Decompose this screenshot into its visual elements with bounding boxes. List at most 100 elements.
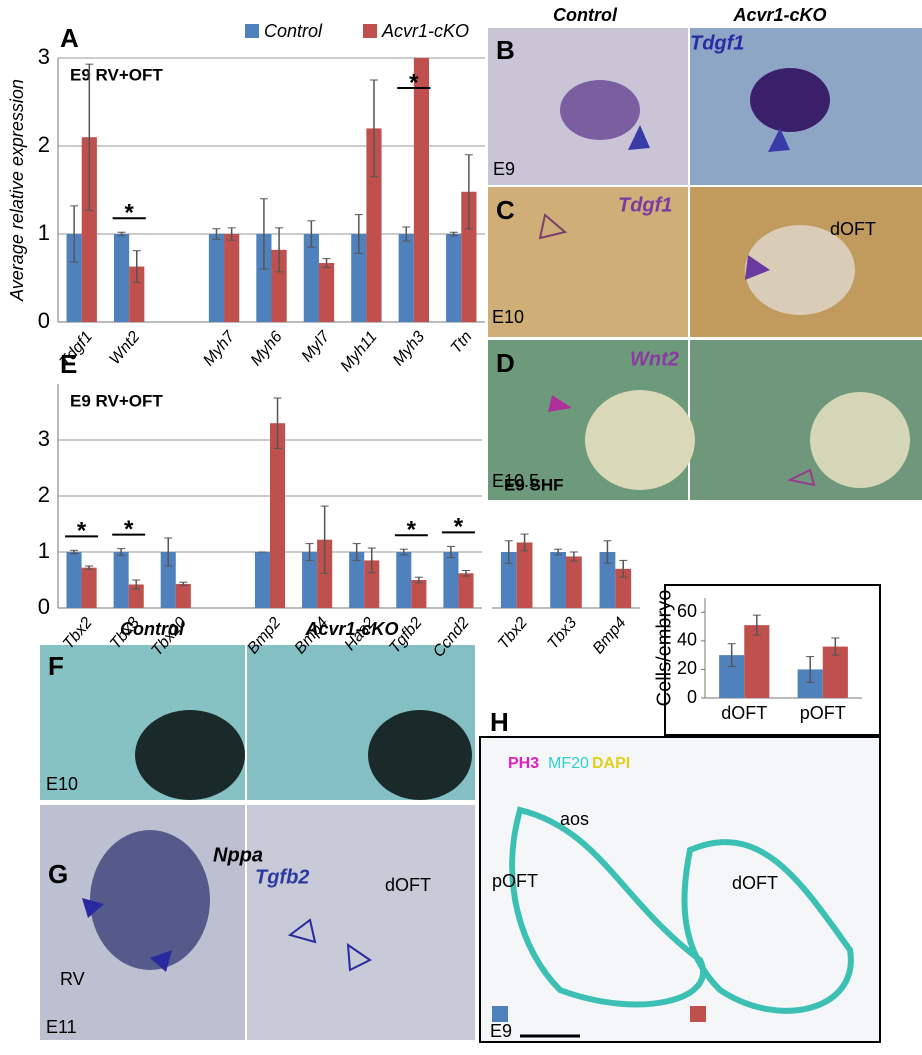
arrowhead xyxy=(768,128,790,152)
x-tick-label: Myh11 xyxy=(338,328,381,375)
tissue-outline xyxy=(509,806,706,1008)
y-tick-label: 3 xyxy=(38,44,50,69)
tag-label: aos xyxy=(560,809,589,829)
y-tick-label: 3 xyxy=(38,426,50,451)
bar xyxy=(66,552,82,608)
x-tick-label: dOFT xyxy=(721,703,767,723)
legend-label: Control xyxy=(264,21,323,41)
column-header: Acvr1-cKO xyxy=(304,619,398,639)
x-tick-label: Bmp4 xyxy=(590,614,630,657)
stain xyxy=(368,710,472,800)
tag-label: dOFT xyxy=(732,873,778,893)
bar xyxy=(128,584,144,608)
bar xyxy=(303,234,319,322)
legend-swatch xyxy=(245,24,259,38)
significance-star: * xyxy=(77,518,87,545)
bar xyxy=(256,234,272,322)
bar xyxy=(458,573,474,608)
image-h xyxy=(479,736,881,1043)
stage-label: E9 xyxy=(493,159,515,179)
significance-star: * xyxy=(454,514,464,541)
column-header: Control xyxy=(553,5,618,25)
gene-label: Tgfb2 xyxy=(255,866,309,888)
bar xyxy=(317,539,333,608)
image-c-control xyxy=(488,187,688,337)
bar xyxy=(550,552,566,608)
bar xyxy=(461,191,477,322)
panel-label: H xyxy=(490,707,509,737)
gene-label: Nppa xyxy=(213,844,263,866)
stain xyxy=(750,68,830,132)
legend-swatch xyxy=(690,1006,706,1022)
panel-label: E xyxy=(60,349,77,379)
bar xyxy=(396,552,412,608)
y-tick-label: 0 xyxy=(38,308,50,333)
gene-label: Wnt2 xyxy=(630,348,679,370)
arrowhead xyxy=(150,950,172,972)
legend-label: Acvr1-cKO xyxy=(381,21,469,41)
stain xyxy=(135,710,245,800)
significance-star: * xyxy=(409,69,419,96)
bar xyxy=(744,625,770,698)
stain-label: MF20 xyxy=(548,755,589,772)
bar xyxy=(224,234,240,322)
bar xyxy=(270,423,286,608)
legend-swatch xyxy=(492,1006,508,1022)
chart-title: E9 SHF xyxy=(504,475,564,494)
arrowhead xyxy=(786,468,816,487)
tag-label: dOFT xyxy=(385,875,431,895)
bar xyxy=(516,542,533,608)
y-tick-label: 2 xyxy=(38,132,50,157)
bar xyxy=(446,234,462,322)
bar xyxy=(443,552,459,608)
x-tick-label: Myh6 xyxy=(248,328,286,369)
tag-label: pOFT xyxy=(492,871,538,891)
panel-label: G xyxy=(48,859,68,889)
y-tick-label: 1 xyxy=(38,220,50,245)
bar xyxy=(398,234,414,322)
bar xyxy=(566,556,582,608)
bar xyxy=(175,583,191,608)
stain xyxy=(560,80,640,140)
panel-label: D xyxy=(496,348,515,378)
y-tick-label: 40 xyxy=(677,630,697,650)
y-axis-label: Average relative expression xyxy=(7,79,27,302)
bar xyxy=(81,137,97,322)
x-tick-label: Tbx2 xyxy=(495,614,531,652)
stain-label: DAPI xyxy=(592,755,630,772)
region-label: RV xyxy=(60,969,85,989)
tissue-outline xyxy=(681,839,854,1014)
panel-label: F xyxy=(48,651,64,681)
image-g-cko xyxy=(247,805,475,1040)
arrowhead xyxy=(628,125,650,150)
significance-star: * xyxy=(124,516,134,543)
x-tick-label: Tbx3 xyxy=(544,614,580,652)
column-header: Control xyxy=(120,619,185,639)
bar xyxy=(599,552,616,608)
x-tick-label: Ttn xyxy=(448,328,476,357)
stage-label: E9 xyxy=(490,1021,512,1041)
x-tick-label: Myh7 xyxy=(200,328,239,370)
tissue xyxy=(585,390,695,490)
y-tick-label: 2 xyxy=(38,482,50,507)
arrowhead xyxy=(745,255,770,280)
tissue xyxy=(810,392,910,488)
bar xyxy=(113,234,130,322)
y-tick-label: 1 xyxy=(38,538,50,563)
y-axis-label: Cells/embryo xyxy=(653,590,675,707)
bar xyxy=(208,234,225,322)
gene-label: Tdgf1 xyxy=(690,32,744,54)
arrowhead xyxy=(82,898,104,918)
x-tick-label: Myh3 xyxy=(390,328,428,369)
bar xyxy=(500,552,517,608)
y-tick-label: 60 xyxy=(677,601,697,621)
significance-star: * xyxy=(407,517,417,544)
y-tick-label: 0 xyxy=(38,594,50,619)
arrowhead xyxy=(287,918,317,944)
stain xyxy=(90,830,210,970)
significance-star: * xyxy=(124,200,134,227)
x-tick-label: Wnt2 xyxy=(106,328,143,368)
bar xyxy=(254,552,270,608)
bar xyxy=(615,568,632,608)
